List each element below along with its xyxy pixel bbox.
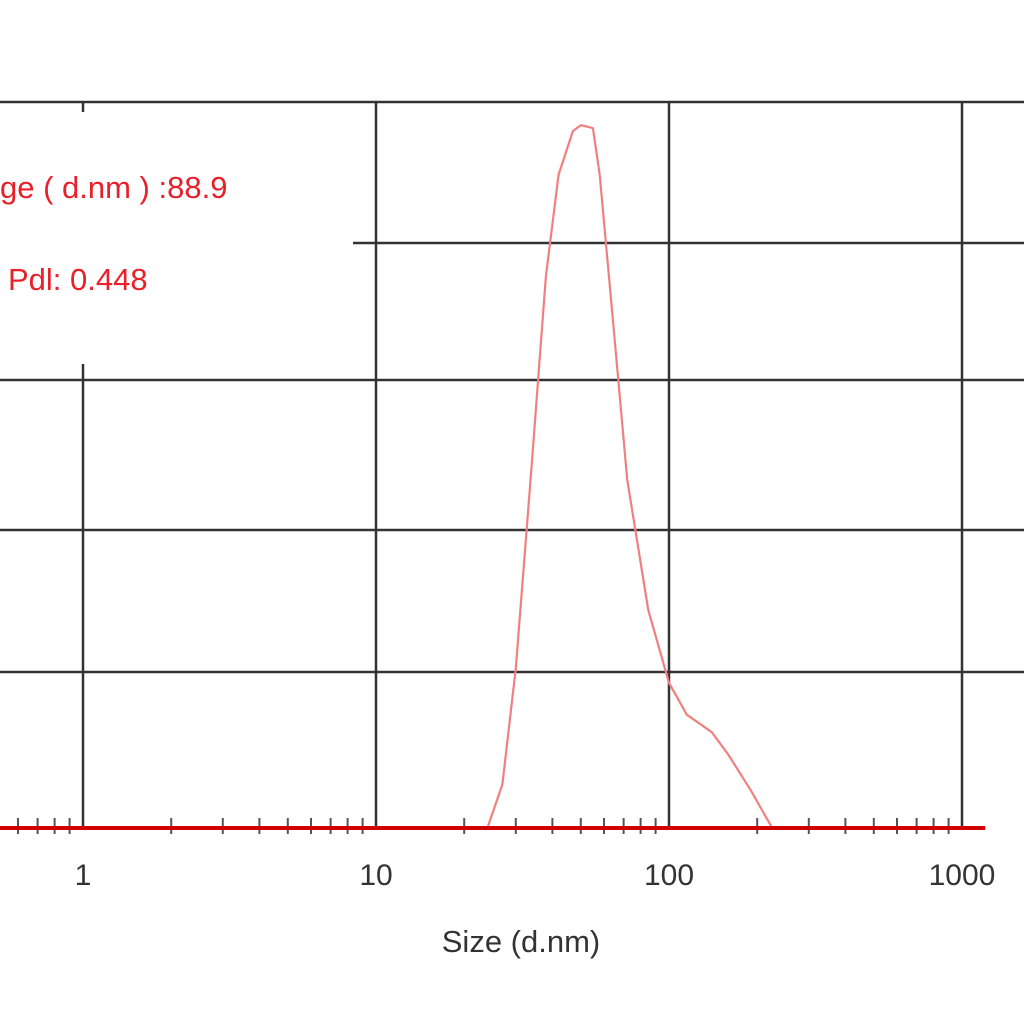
distribution-series-line xyxy=(0,124,986,830)
x-tick-labels: 1 10 100 1000 xyxy=(75,859,996,892)
pdi-annotation: Pdl: 0.448 xyxy=(8,262,148,297)
z-average-annotation: ge ( d.nm ) :88.9 xyxy=(0,170,227,205)
series-group xyxy=(0,124,986,830)
x-tick-label: 10 xyxy=(359,859,392,892)
x-tick-label: 100 xyxy=(644,859,694,892)
annotation-box xyxy=(0,112,352,364)
x-tick-label: 1 xyxy=(75,859,92,892)
horizontal-gridlines xyxy=(0,100,1024,674)
x-axis-title: Size (d.nm) xyxy=(442,924,600,959)
x-tick-label: 1000 xyxy=(929,859,996,892)
